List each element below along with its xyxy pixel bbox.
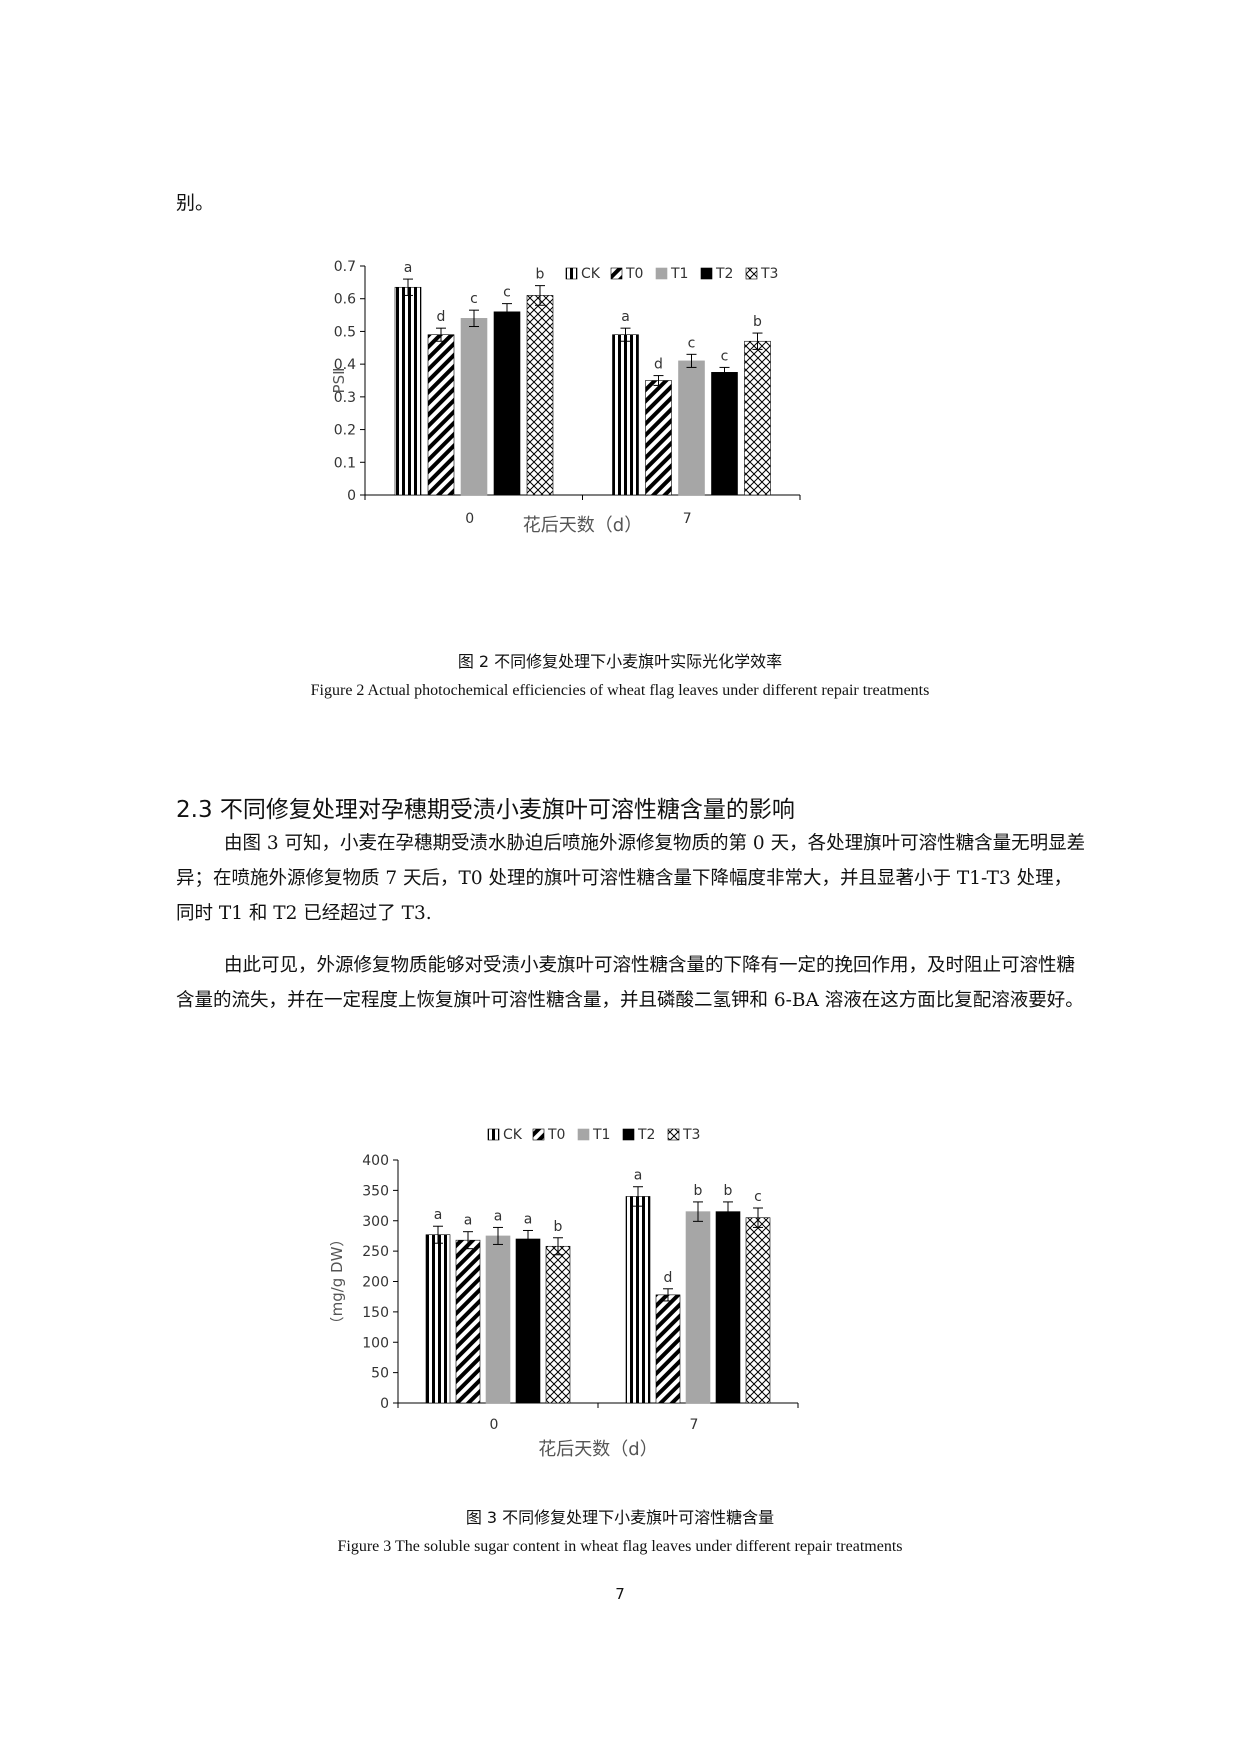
legend-label-t3: T3 — [682, 1127, 700, 1143]
significance-label: b — [536, 267, 545, 283]
significance-label: b — [724, 1183, 733, 1199]
figure2-caption-en: Figure 2 Actual photochemical efficienci… — [310, 682, 930, 699]
legend-label-t1: T1 — [592, 1127, 610, 1143]
legend-swatch-ck — [565, 267, 578, 280]
legend-swatch-t1 — [577, 1128, 590, 1141]
legend-label-t2: T2 — [715, 266, 733, 282]
y-axis-unit: （mg/g DW） — [330, 1232, 346, 1332]
y-tick-label: 0.5 — [334, 324, 356, 340]
bar-t0 — [645, 380, 672, 496]
bar-t1 — [485, 1235, 511, 1404]
y-tick-label: 0.4 — [334, 357, 356, 373]
significance-label: a — [494, 1208, 503, 1224]
legend-label-t3: T3 — [760, 266, 778, 282]
significance-label: b — [554, 1219, 563, 1235]
significance-label: a — [621, 309, 630, 325]
legend-label-t2: T2 — [637, 1127, 655, 1143]
bar-t0 — [427, 334, 455, 496]
legend-label-ck: CK — [581, 266, 601, 282]
y-tick-label: 0.1 — [334, 455, 356, 471]
y-tick-label: 0 — [347, 488, 356, 504]
x-tick-label: 7 — [690, 1417, 699, 1433]
bar-t0 — [455, 1239, 481, 1404]
x-axis-label: 花后天数（d） — [538, 1439, 657, 1460]
bar-t1 — [685, 1211, 711, 1404]
figure2-chart: 0 0.1 0.2 0.3 0.4 0.5 0.6 0.7 a d c c b 0 a d c c b 7 花后天数（d… — [330, 259, 801, 536]
legend-swatch-t3 — [745, 267, 758, 280]
legend-label-ck: CK — [503, 1127, 523, 1143]
significance-label: b — [753, 314, 762, 330]
bar-t2 — [493, 311, 521, 496]
x-tick-label: 0 — [490, 1417, 499, 1433]
legend-swatch-t0 — [610, 267, 623, 280]
significance-label: a — [434, 1207, 443, 1223]
x-axis-label: 花后天数（d） — [523, 515, 642, 536]
y-tick-label: 300 — [362, 1214, 389, 1230]
x-tick-label: 7 — [683, 511, 692, 527]
legend-swatch-t1 — [655, 267, 668, 280]
bar-t3 — [744, 340, 771, 496]
x-tick-label: 0 — [465, 511, 474, 527]
significance-label: c — [754, 1189, 762, 1205]
bar-t1 — [678, 360, 705, 496]
bar-t2 — [515, 1238, 541, 1404]
legend-swatch-t3 — [667, 1128, 680, 1141]
page-number: 7 — [615, 1585, 625, 1603]
bar-ck — [612, 334, 639, 496]
significance-label: c — [470, 291, 478, 307]
significance-label: c — [688, 335, 696, 351]
legend-swatch-t2 — [700, 267, 713, 280]
bar-t2 — [715, 1211, 741, 1404]
significance-label: a — [464, 1213, 473, 1229]
bar-t1 — [460, 318, 488, 496]
lead-text: 别。 — [176, 192, 215, 214]
y-tick-label: 0.6 — [334, 292, 356, 308]
figure3-chart: 0 50 100 150 200 250 300 350 400 a a a a b 0 a d b b c 7 花后天数… — [330, 1127, 799, 1460]
section-heading: 2.3 不同修复处理对孕穗期受渍小麦旗叶可溶性糖含量的影响 — [176, 797, 795, 823]
legend-label-t0: T0 — [547, 1127, 565, 1143]
y-tick-label: 350 — [362, 1183, 389, 1199]
bar-t3 — [745, 1217, 771, 1404]
bar-t3 — [545, 1245, 571, 1404]
legend-swatch-t2 — [622, 1128, 635, 1141]
significance-label: a — [404, 260, 413, 276]
legend-label-t0: T0 — [625, 266, 643, 282]
legend-label-t1: T1 — [670, 266, 688, 282]
y-tick-label: 0.7 — [334, 259, 356, 275]
significance-label: b — [694, 1183, 703, 1199]
y-tick-label: 0 — [380, 1396, 389, 1412]
significance-label: d — [664, 1270, 673, 1286]
y-tick-label: 100 — [362, 1335, 389, 1351]
bar-t2 — [711, 372, 738, 496]
section-paragraph-2: 由此可见，外源修复物质能够对受渍小麦旗叶可溶性糖含量的下降有一定的挽回作用，及时… — [176, 955, 1084, 1011]
y-tick-label: 0.3 — [334, 390, 356, 406]
y-tick-label: 400 — [362, 1153, 389, 1169]
legend-swatch-ck — [487, 1128, 500, 1141]
bar-t3 — [526, 295, 554, 496]
figure2-caption-cn: 图 2 不同修复处理下小麦旗叶实际光化学效率 — [457, 652, 783, 671]
y-tick-label: 50 — [371, 1366, 389, 1382]
section-paragraph-1: 由图 3 可知，小麦在孕穗期受渍水胁迫后喷施外源修复物质的第 0 天，各处理旗叶… — [176, 833, 1086, 924]
figure3-caption-en: Figure 3 The soluble sugar content in wh… — [337, 1538, 903, 1555]
legend-swatch-t0 — [532, 1128, 545, 1141]
y-tick-label: 200 — [362, 1275, 389, 1291]
significance-label: c — [503, 285, 511, 301]
significance-label: a — [524, 1211, 533, 1227]
significance-label: c — [721, 348, 729, 364]
bar-ck — [394, 286, 422, 496]
significance-label: d — [437, 309, 446, 325]
significance-label: a — [634, 1168, 643, 1184]
bar-ck — [425, 1234, 451, 1404]
bar-t0 — [655, 1294, 681, 1404]
bar-ck — [625, 1196, 651, 1404]
figure3-caption-cn: 图 3 不同修复处理下小麦旗叶可溶性糖含量 — [465, 1508, 775, 1527]
y-tick-label: 250 — [362, 1244, 389, 1260]
significance-label: d — [654, 357, 663, 373]
y-tick-label: 0.2 — [334, 423, 356, 439]
y-axis-unit: PSⅡ — [330, 368, 348, 394]
y-tick-label: 150 — [362, 1305, 389, 1321]
